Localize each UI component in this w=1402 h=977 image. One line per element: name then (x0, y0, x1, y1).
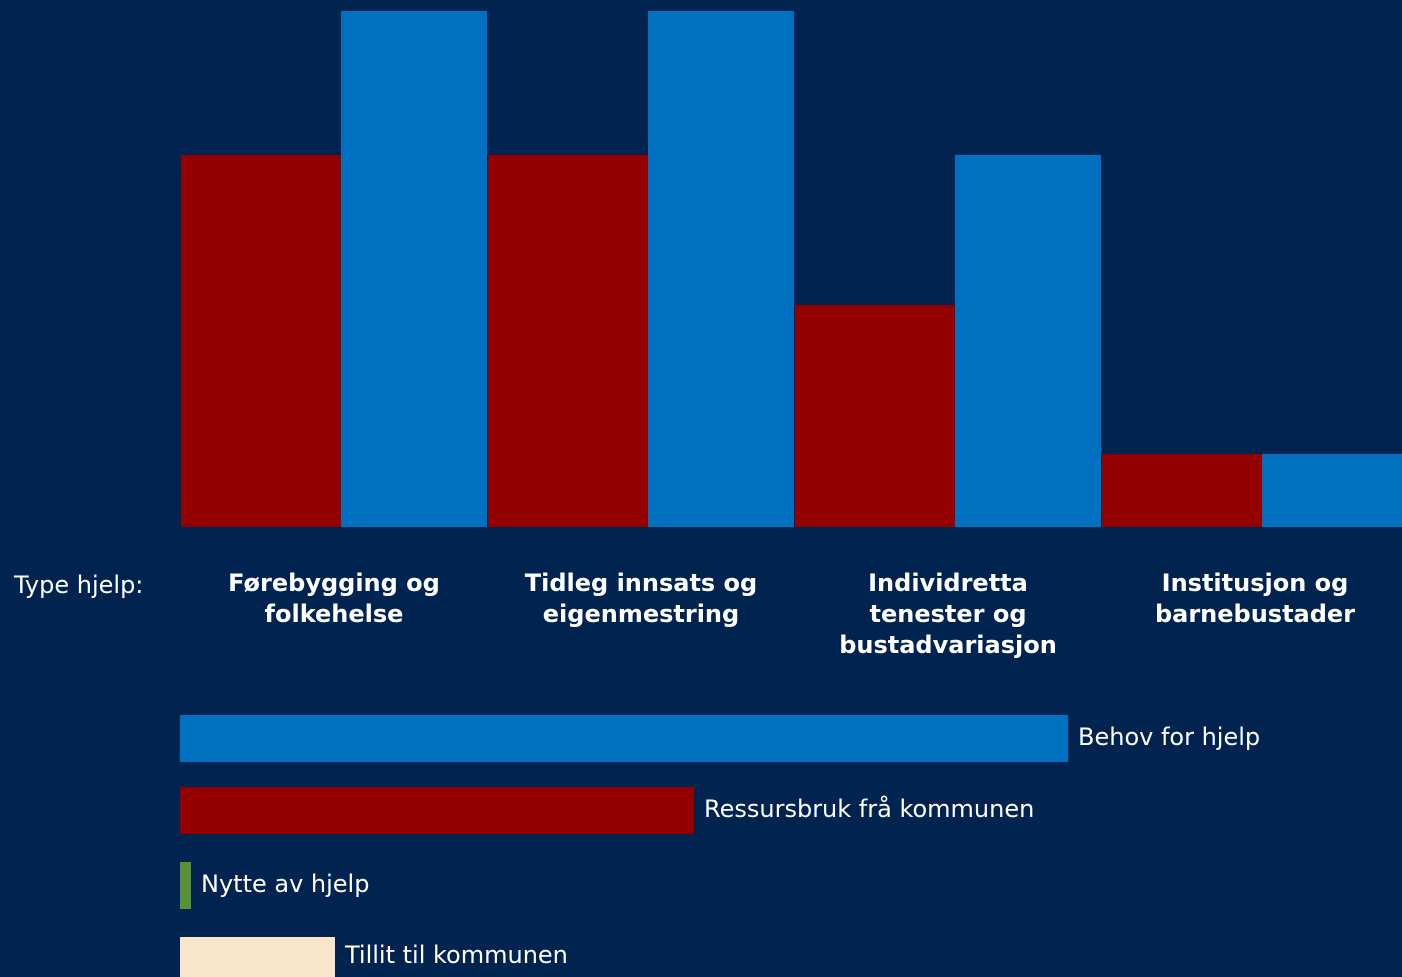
bar (488, 155, 648, 527)
axis-label: Type hjelp: (14, 571, 143, 599)
bar (955, 155, 1101, 527)
bar (341, 11, 487, 527)
page: Type hjelp: (() => { const data = JSON.p… (0, 0, 1402, 977)
legend-bar (180, 862, 191, 909)
category-label: Tidleg innsats og eigenmestring (521, 568, 761, 630)
bar (1102, 454, 1262, 527)
category-label: Førebygging og folkehelse (214, 568, 454, 630)
legend-label: Tillit til kommunen (345, 941, 568, 969)
category-label: Individretta tenester og bustadvariasjon (828, 568, 1068, 661)
category-label: Institusjon og barnebustader (1135, 568, 1375, 630)
legend-label: Nytte av hjelp (201, 870, 369, 898)
legend-bar (180, 715, 1068, 762)
legend-bar (180, 937, 335, 977)
legend-bar (180, 787, 694, 834)
legend-label: Ressursbruk frå kommunen (704, 795, 1034, 823)
bar (1262, 454, 1402, 527)
bar (648, 11, 794, 527)
legend-label: Behov for hjelp (1078, 723, 1260, 751)
chart (0, 0, 1402, 977)
bar (795, 305, 955, 527)
bar (181, 155, 341, 527)
